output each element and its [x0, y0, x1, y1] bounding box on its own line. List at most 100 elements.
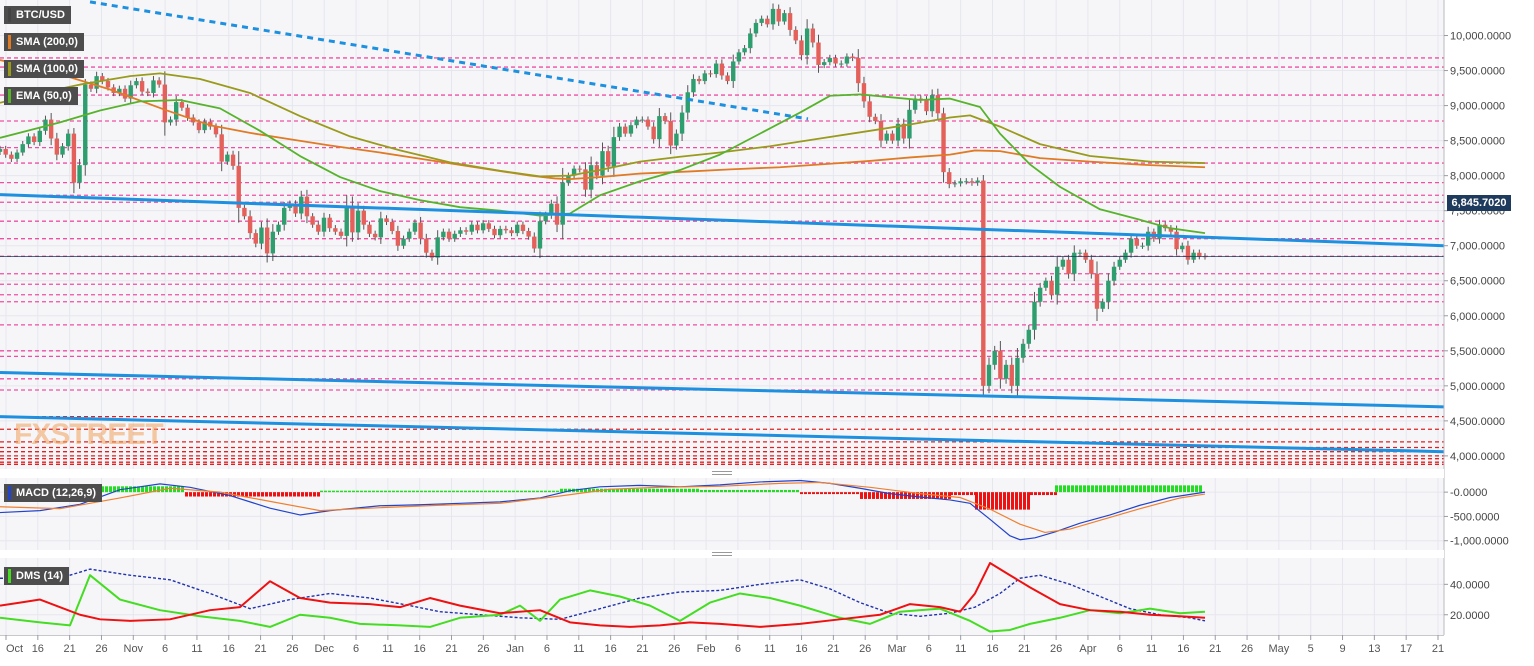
candle [986, 364, 992, 386]
macd-histogram-bar [356, 490, 359, 493]
candle [384, 218, 389, 222]
macd-histogram-bar [648, 488, 651, 493]
macd-histogram-bar [372, 490, 375, 493]
macd-histogram-bar [966, 492, 969, 496]
macd-histogram-bar [876, 492, 879, 499]
macd-histogram-bar [241, 492, 244, 497]
macd-histogram-bar [468, 490, 471, 493]
candle [725, 75, 730, 82]
candle [316, 224, 321, 232]
symbol-label[interactable]: BTC/USD [4, 6, 71, 24]
last-price-tag: 6,845.7020 [1447, 195, 1511, 211]
sma100-line [0, 72, 1206, 178]
macd-histogram-bar [644, 488, 647, 493]
macd-histogram-bar [970, 492, 973, 496]
macd-histogram-bar [975, 492, 978, 510]
macd-histogram-bar [305, 492, 308, 497]
macd-histogram-bar [884, 492, 887, 499]
macd-histogram-bar [1103, 485, 1106, 493]
candle [310, 216, 315, 225]
macd-histogram-bar [1019, 492, 1022, 510]
macd-histogram-bar [1038, 492, 1041, 496]
macd-histogram-bar [656, 488, 659, 493]
candle [509, 230, 514, 234]
macd-histogram-bar [692, 488, 695, 493]
macd-histogram-bar [265, 492, 268, 497]
macd-histogram-bar [1119, 485, 1122, 493]
candle [844, 56, 850, 64]
dmi-minus-line [0, 562, 1206, 628]
macd-histogram-bar [983, 492, 986, 510]
candle [1043, 280, 1049, 288]
candle [225, 154, 230, 162]
candle [583, 169, 588, 190]
candle [691, 78, 696, 93]
macd-histogram-bar [548, 490, 551, 493]
candle [1185, 245, 1191, 260]
x-tick-label: 16 [795, 643, 807, 655]
x-tick-label: 6 [926, 643, 932, 655]
candle [520, 224, 526, 231]
candle [100, 76, 105, 82]
macd-histogram-bar [796, 489, 799, 493]
candle [105, 81, 111, 88]
candle [168, 119, 173, 123]
macd-histogram-bar [285, 492, 288, 497]
y-tick-label: -0.0000 [1450, 487, 1487, 499]
candle [446, 231, 452, 239]
candle [253, 233, 258, 244]
macd-histogram-bar [1127, 485, 1130, 493]
macd-histogram-bar [444, 490, 447, 493]
candle [628, 125, 634, 134]
macd-histogram-bar [928, 492, 931, 499]
candle [293, 203, 298, 214]
x-tick-label: Nov [124, 643, 144, 655]
y-tick-label: 20.0000 [1450, 610, 1490, 622]
macd-histogram-bar [484, 490, 487, 493]
macd-histogram-bar [624, 488, 627, 493]
candle [856, 57, 861, 84]
dms-label[interactable]: DMS (14) [4, 567, 70, 585]
x-tick-label: 6 [735, 643, 741, 655]
candle [20, 144, 25, 153]
macd-histogram-bar [472, 490, 475, 493]
macd-label[interactable]: MACD (12,26,9) [4, 484, 103, 502]
dms-swatch [8, 569, 11, 584]
candle [867, 101, 872, 117]
candle [543, 214, 548, 222]
x-tick-label: 26 [1241, 643, 1253, 655]
macd-histogram-bar [400, 490, 403, 493]
panel-splitter-2[interactable] [0, 550, 1444, 558]
candle [378, 218, 384, 238]
candle [992, 350, 997, 365]
x-tick-label: 26 [1050, 643, 1062, 655]
macd-histogram-bar [616, 488, 619, 493]
sma200-label[interactable]: SMA (200,0) [4, 33, 84, 51]
macd-histogram-bar [768, 489, 771, 493]
x-tick-label: 11 [1146, 643, 1157, 655]
macd-histogram-bar [324, 490, 327, 493]
ema50-swatch [8, 89, 11, 104]
candle [753, 22, 759, 34]
ema50-label[interactable]: EMA (50,0) [4, 87, 78, 105]
y-tick-label: 6,500.0000 [1450, 276, 1505, 288]
macd-histogram-bar [388, 490, 391, 493]
macd-histogram-bar [1107, 485, 1110, 493]
panel-splitter-1[interactable] [0, 469, 1444, 478]
candle [401, 238, 406, 246]
macd-histogram-bar [1083, 485, 1086, 493]
macd-histogram-bar [1131, 485, 1134, 493]
candle [793, 29, 798, 41]
candle [787, 13, 793, 30]
candle [799, 40, 804, 56]
candle [361, 210, 366, 225]
sma100-label[interactable]: SMA (100,0) [4, 60, 84, 78]
macd-histogram-bar [672, 488, 675, 493]
candle [1140, 245, 1145, 247]
macd-histogram-bar [920, 492, 923, 499]
macd-histogram-bar [1191, 485, 1194, 493]
macd-histogram-bar [808, 492, 811, 495]
macd-histogram-bar [301, 492, 304, 497]
candle [469, 224, 474, 232]
